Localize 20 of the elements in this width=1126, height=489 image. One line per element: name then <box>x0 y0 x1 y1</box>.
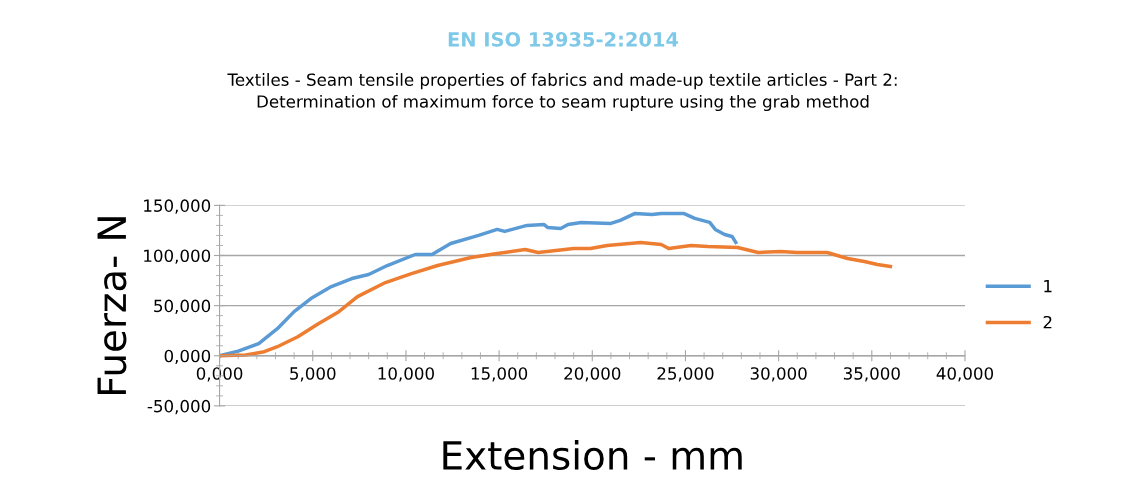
y-tick-label: -50,000 <box>147 399 211 415</box>
chart-title: EN ISO 13935-2:2014 <box>448 32 679 47</box>
x-tick-label: 40,000 <box>936 367 994 382</box>
x-tick-label: 10,000 <box>378 367 434 382</box>
legend-label: 2 <box>1043 315 1052 329</box>
y-axis-title: Fuerza- N <box>97 217 127 395</box>
x-tick-label: 15,000 <box>471 367 528 382</box>
chart-subtitle: Textiles - Seam tensile properties of fabrics and made-up textile articles - Part 2: Determination of maximum force to seam rupture using the grab method <box>227 73 897 112</box>
x-tick-label: 30,000 <box>750 367 807 382</box>
y-tick-label: 100,000 <box>144 249 211 264</box>
x-tick-label: 5,000 <box>290 367 336 382</box>
x-tick-label: 25,000 <box>657 367 714 382</box>
x-tick-label: 20,000 <box>564 367 621 382</box>
y-tick-label: 50,000 <box>154 299 211 314</box>
y-tick-label: 0,000 <box>164 349 211 365</box>
x-tick-label: 35,000 <box>843 367 900 382</box>
legend-label: 1 <box>1044 280 1052 293</box>
line-series <box>219 240 893 358</box>
y-tick-label: 150,000 <box>144 199 211 214</box>
x-axis-title: Extension - mm <box>443 439 742 471</box>
